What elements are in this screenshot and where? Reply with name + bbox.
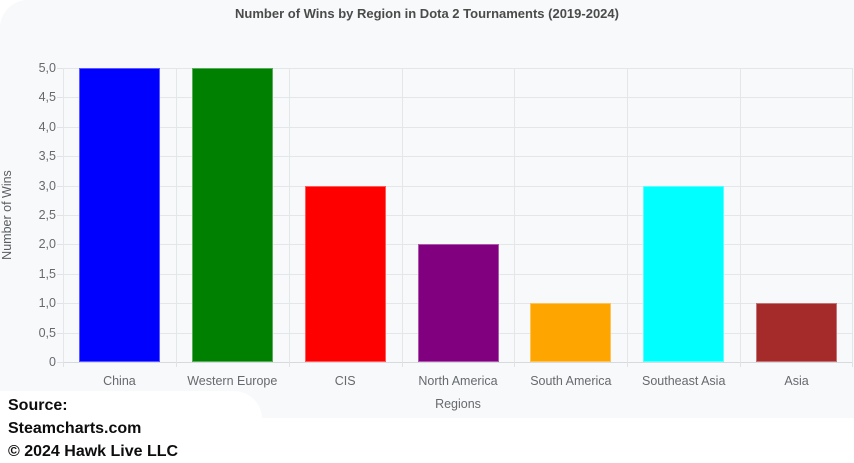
bar-southeast-asia[interactable]	[643, 185, 725, 362]
x-category-label: CIS	[334, 374, 356, 388]
x-axis-title: Regions	[435, 397, 481, 411]
y-tick-mark	[57, 362, 63, 363]
y-tick-label: 2,5	[38, 208, 56, 222]
x-category-label: South America	[530, 374, 612, 388]
h-gridline	[63, 215, 853, 216]
bar-china[interactable]	[78, 68, 160, 362]
v-gridline	[740, 68, 741, 362]
bar-north-america[interactable]	[417, 244, 499, 362]
v-gridline	[852, 68, 853, 362]
y-tick-label: 3,0	[38, 178, 56, 193]
bar-cis[interactable]	[304, 185, 386, 362]
y-tick-mark	[57, 215, 63, 216]
h-gridline	[63, 97, 853, 99]
x-category-label: North America	[418, 374, 498, 388]
x-category-label: Southeast Asia	[642, 374, 726, 388]
x-tick-mark	[627, 362, 628, 367]
v-gridline	[514, 68, 515, 362]
y-tick-label: 0	[49, 355, 56, 369]
x-category-label: Asia	[784, 374, 809, 388]
chart-card: Number of Wins by Region in Dota 2 Tourn…	[0, 6, 853, 411]
v-gridline	[402, 68, 403, 362]
y-tick-mark	[57, 303, 63, 305]
v-gridline	[176, 68, 177, 362]
x-category-label: Western Europe	[187, 374, 278, 388]
y-tick-mark	[57, 185, 63, 187]
v-gridline	[627, 68, 628, 362]
x-tick-mark	[514, 362, 515, 367]
y-tick-mark	[57, 126, 63, 128]
x-category-label: China	[103, 374, 136, 388]
x-tick-mark	[402, 362, 403, 367]
x-tick-mark	[852, 362, 853, 367]
y-tick-label: 4,0	[38, 119, 56, 134]
bar-asia[interactable]	[756, 303, 838, 362]
h-gridline	[63, 68, 853, 69]
h-gridline	[63, 185, 853, 187]
y-tick-label: 5,0	[38, 61, 56, 75]
copyright-text: © 2024 Hawk Live LLC	[8, 443, 179, 460]
y-tick-label: 4,5	[38, 90, 56, 105]
y-tick-label: 1,0	[38, 296, 56, 311]
x-tick-mark	[289, 362, 290, 367]
source-label: Source:	[8, 397, 68, 414]
v-gridline	[289, 68, 290, 362]
y-tick-label: 0,5	[38, 325, 56, 340]
h-gridline	[63, 126, 853, 128]
source-name[interactable]: Steamcharts.com	[8, 420, 142, 437]
bar-south-america[interactable]	[530, 303, 612, 362]
y-tick-label: 2,0	[38, 237, 56, 252]
y-tick-label: 1,5	[38, 266, 56, 281]
plot-area	[57, 68, 853, 367]
x-tick-mark	[740, 362, 741, 367]
source-attribution: Source: Steamcharts.com © 2024 Hawk Live…	[0, 391, 262, 463]
x-tick-mark	[176, 362, 177, 367]
h-gridline	[63, 362, 853, 363]
y-tick-mark	[57, 68, 63, 69]
x-tick-mark	[63, 362, 64, 367]
h-gridline	[63, 156, 853, 158]
y-tick-mark	[57, 273, 63, 275]
chart-title: Number of Wins by Region in Dota 2 Tourn…	[235, 6, 619, 21]
y-tick-label: 3,5	[38, 149, 56, 164]
y-tick-mark	[57, 156, 63, 158]
bar-western-europe[interactable]	[191, 68, 273, 362]
y-tick-mark	[57, 332, 63, 334]
y-tick-mark	[57, 244, 63, 246]
y-tick-mark	[57, 97, 63, 99]
v-gridline	[63, 68, 64, 362]
